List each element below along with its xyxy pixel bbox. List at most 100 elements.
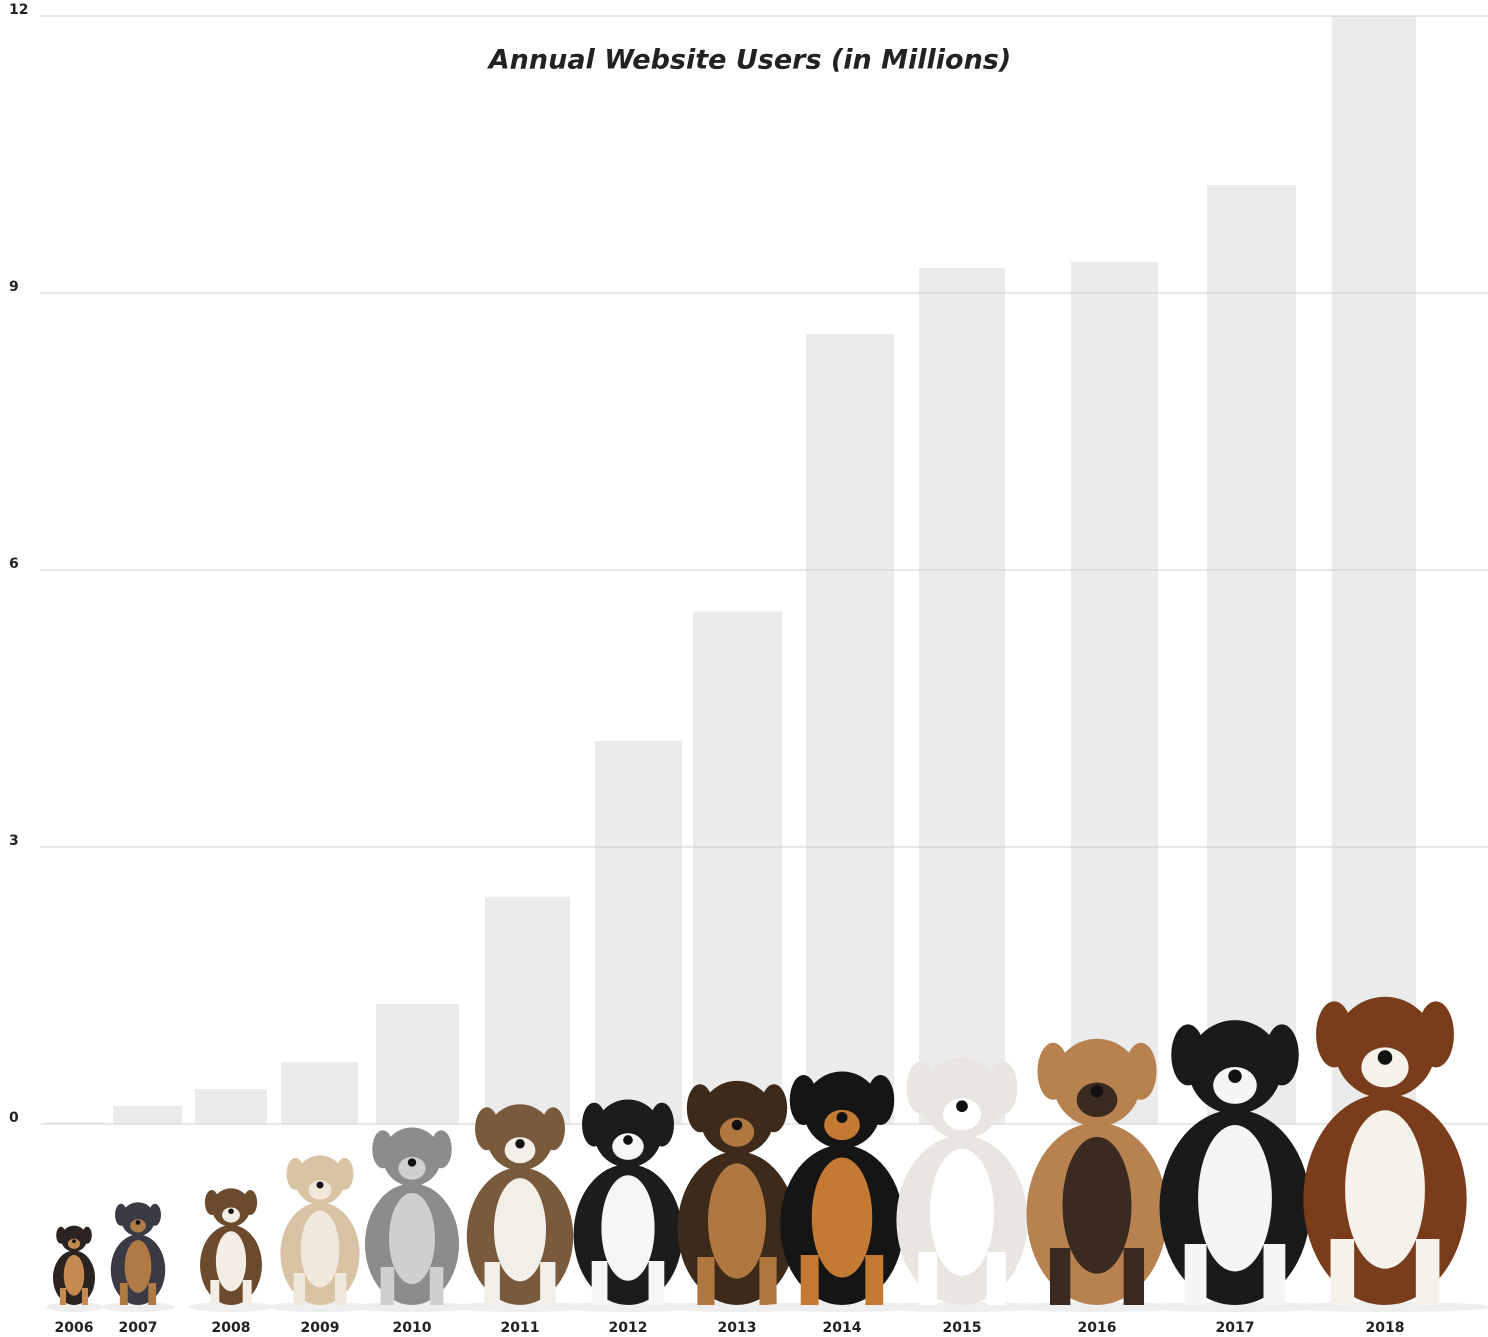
dog-nose [72, 1239, 76, 1244]
dog-nose [731, 1119, 743, 1131]
dog [555, 1099, 701, 1312]
dog-leg [59, 1288, 67, 1305]
dog-chest [707, 1163, 767, 1279]
dog-leg [119, 1283, 128, 1305]
x-tick-label: 2009 [301, 1320, 340, 1336]
x-tick-label: 2006 [55, 1320, 94, 1336]
bar [195, 1088, 267, 1124]
x-tick-label: 2011 [501, 1320, 540, 1336]
dog-muzzle [308, 1180, 332, 1200]
x-tick-label: 2017 [1216, 1320, 1255, 1336]
bar [485, 896, 570, 1124]
dog-leg [1330, 1239, 1355, 1305]
dog-muzzle [1361, 1047, 1409, 1088]
bar [693, 611, 782, 1124]
bar [1207, 184, 1296, 1125]
dog-leg [334, 1273, 347, 1305]
y-tick-label: 6 [9, 556, 19, 572]
dog-chest [389, 1192, 435, 1285]
dog-leg [1049, 1248, 1071, 1305]
dog-nose [228, 1208, 234, 1214]
dog-nose [623, 1135, 633, 1145]
dog-chest [215, 1231, 247, 1292]
dog-leg [1123, 1248, 1145, 1305]
x-tick-label: 2018 [1366, 1320, 1405, 1336]
dog-leg [210, 1280, 220, 1305]
dog-leg [648, 1261, 665, 1305]
dog-chest [300, 1210, 340, 1288]
dog-muzzle [1213, 1066, 1257, 1104]
dog-leg [918, 1252, 938, 1305]
dog-leg [1184, 1244, 1207, 1305]
dog [101, 1202, 175, 1312]
dog-muzzle [398, 1156, 426, 1180]
dog-nose [135, 1220, 141, 1225]
x-tick-label: 2015 [943, 1320, 982, 1336]
dog-nose [515, 1139, 525, 1149]
dog [449, 1104, 591, 1312]
dog-leg [591, 1261, 608, 1305]
dog-chest [124, 1240, 152, 1293]
dog [267, 1155, 373, 1312]
dog-leg [759, 1257, 777, 1305]
dog-nose [956, 1100, 968, 1113]
dog-nose [407, 1158, 417, 1167]
x-tick-label: 2014 [823, 1320, 862, 1336]
dog [1276, 996, 1488, 1312]
dog-muzzle [67, 1238, 81, 1249]
dog-leg [429, 1267, 444, 1305]
dog-chest [929, 1148, 995, 1276]
dog-muzzle [824, 1109, 860, 1141]
dog-nose [316, 1181, 324, 1189]
dog [45, 1225, 103, 1312]
dog-leg [800, 1255, 819, 1305]
dog-muzzle [130, 1219, 146, 1233]
bar [919, 268, 1005, 1124]
dog [1002, 1038, 1192, 1312]
y-tick-label: 12 [9, 2, 28, 18]
bar [281, 1062, 358, 1124]
bar [113, 1105, 182, 1124]
dog-muzzle [612, 1133, 644, 1160]
dog-leg [148, 1283, 157, 1305]
dog [1134, 1020, 1336, 1312]
bar [806, 333, 894, 1124]
dog-leg [1415, 1239, 1440, 1305]
dog-chest [1198, 1125, 1272, 1272]
bar [1071, 261, 1158, 1124]
dog-leg [697, 1257, 715, 1305]
dog-muzzle [1076, 1082, 1118, 1118]
dog-chest [63, 1254, 85, 1296]
y-tick-label: 9 [9, 279, 19, 295]
dog-leg [242, 1280, 252, 1305]
dog-leg [484, 1262, 500, 1305]
dog-leg [865, 1255, 884, 1305]
dog-chest [811, 1157, 873, 1278]
x-tick-label: 2013 [718, 1320, 757, 1336]
y-tick-label: 0 [9, 1110, 19, 1126]
bar [45, 1122, 105, 1124]
dog-muzzle [943, 1098, 981, 1131]
dog [349, 1127, 475, 1312]
dog-nose [836, 1112, 848, 1123]
dog-leg [1263, 1244, 1286, 1305]
dog-chest [601, 1175, 655, 1281]
x-tick-label: 2007 [119, 1320, 158, 1336]
x-tick-label: 2010 [393, 1320, 432, 1336]
dog-muzzle [719, 1117, 755, 1147]
dog-leg [540, 1262, 556, 1305]
dog-leg [293, 1273, 306, 1305]
dog-muzzle [222, 1207, 240, 1223]
x-tick-label: 2012 [609, 1320, 648, 1336]
x-tick-label: 2008 [212, 1320, 251, 1336]
dog-leg [81, 1288, 89, 1305]
dog [759, 1071, 925, 1312]
dog-leg [380, 1267, 395, 1305]
dog-muzzle [504, 1137, 536, 1164]
dog-leg [986, 1252, 1006, 1305]
bar [376, 1003, 459, 1124]
dog-nose [1377, 1050, 1393, 1065]
dog-nose [1090, 1084, 1104, 1098]
dog [657, 1080, 817, 1312]
chart-title: Annual Website Users (in Millions) [487, 45, 1011, 76]
